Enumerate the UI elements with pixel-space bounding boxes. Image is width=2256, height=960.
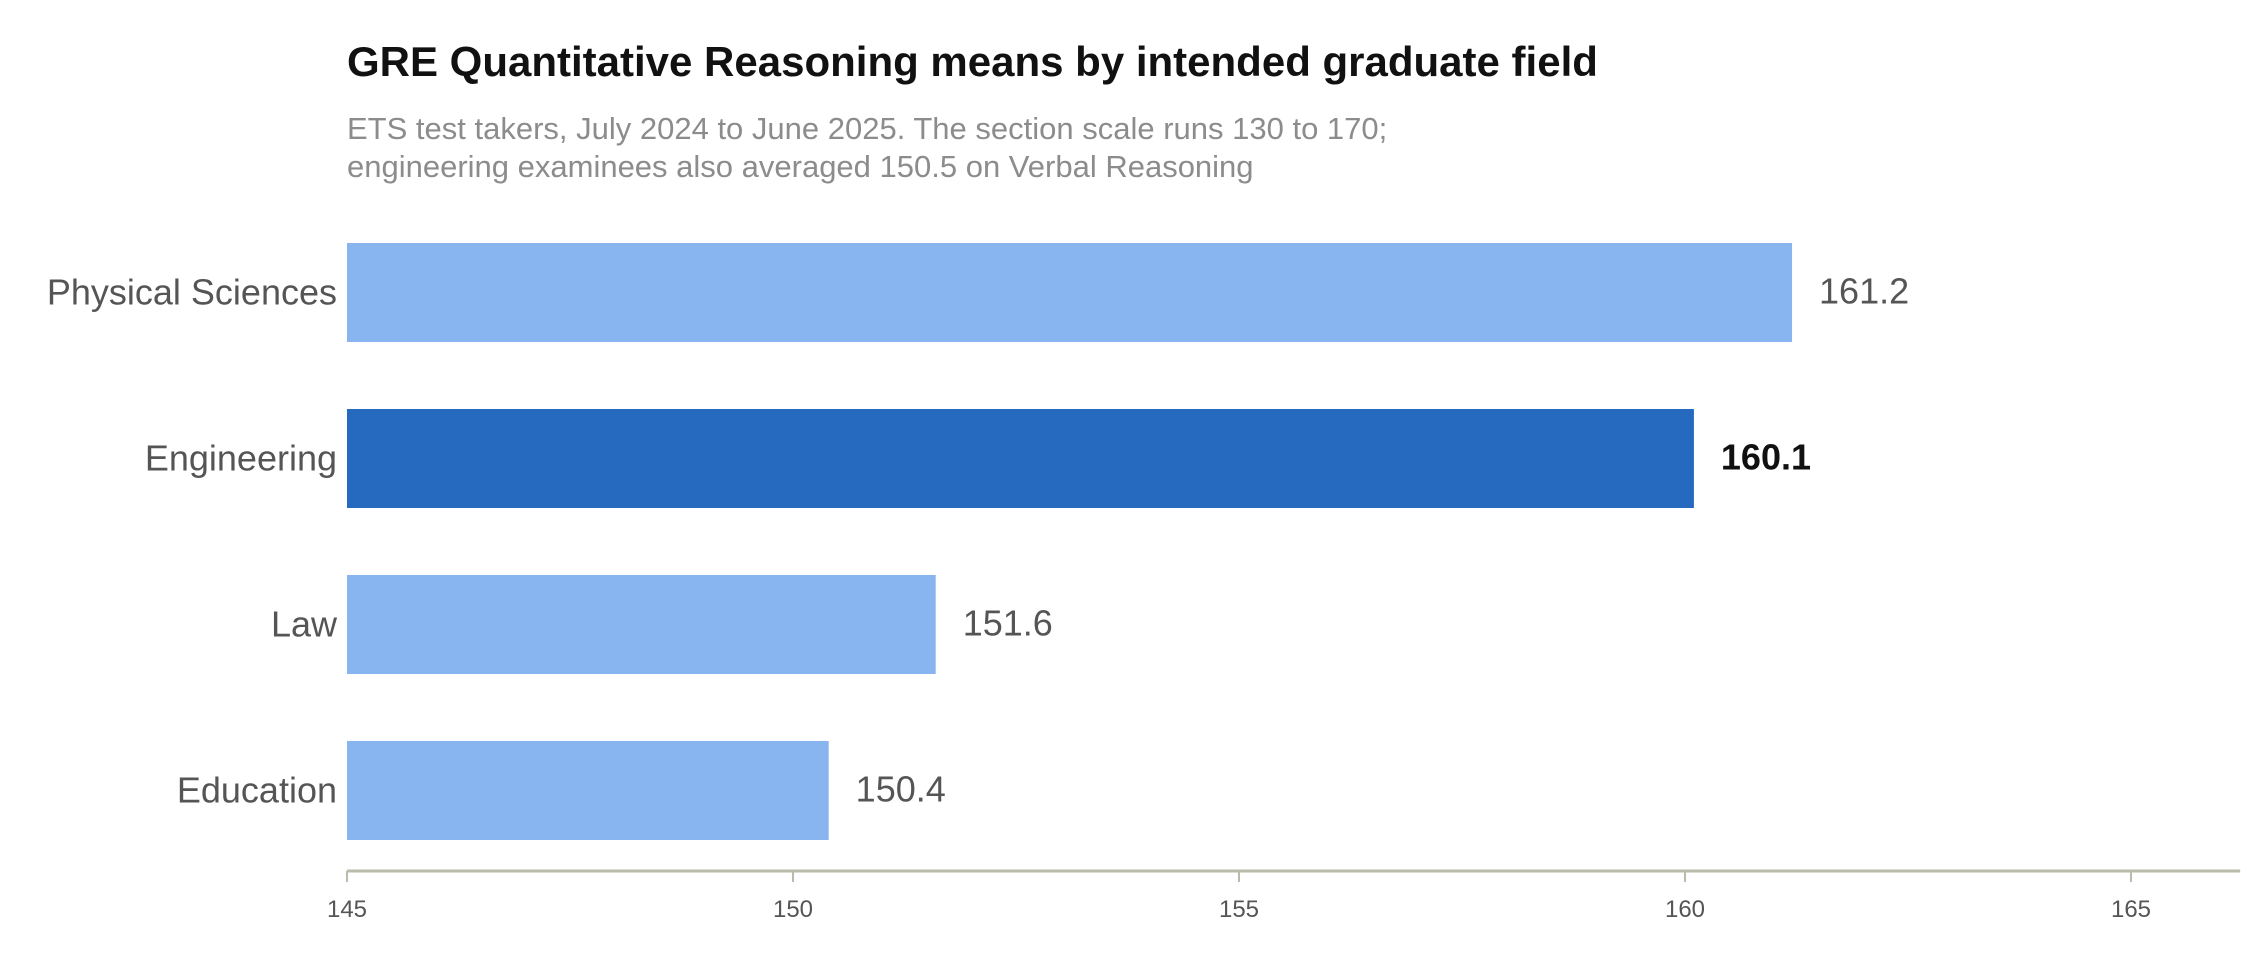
- chart-subtitle-line: ETS test takers, July 2024 to June 2025.…: [347, 111, 1388, 146]
- bar: [347, 409, 1694, 508]
- x-axis: 145 150 155 160 165: [327, 869, 2241, 923]
- category-label: Physical Sciences: [47, 272, 337, 313]
- category-label: Education: [177, 770, 337, 811]
- x-tick-label: 150: [773, 896, 813, 923]
- chart-subtitle: ETS test takers, July 2024 to June 2025.…: [347, 110, 1847, 186]
- chart-subtitle-line: engineering examinees also averaged 150.…: [347, 149, 1254, 184]
- bars-layer: Physical Sciences 161.2 Engineering 160.1 La…: [47, 243, 1909, 840]
- chart-title: GRE Quantitative Reasoning means by inte…: [347, 38, 1598, 85]
- value-label: 160.1: [1721, 437, 1811, 478]
- x-tick-label: 165: [2111, 896, 2151, 923]
- x-tick-label: 155: [1219, 896, 1259, 923]
- x-tick-label: 160: [1665, 896, 1705, 923]
- x-tick-label: 145: [327, 896, 367, 923]
- bar: [347, 243, 1793, 342]
- category-label: Engineering: [145, 438, 337, 479]
- bar: [347, 741, 829, 840]
- category-label: Law: [271, 604, 338, 645]
- value-label: 151.6: [963, 603, 1053, 644]
- bar: [347, 575, 936, 674]
- value-label: 150.4: [856, 769, 946, 810]
- value-label: 161.2: [1819, 271, 1909, 312]
